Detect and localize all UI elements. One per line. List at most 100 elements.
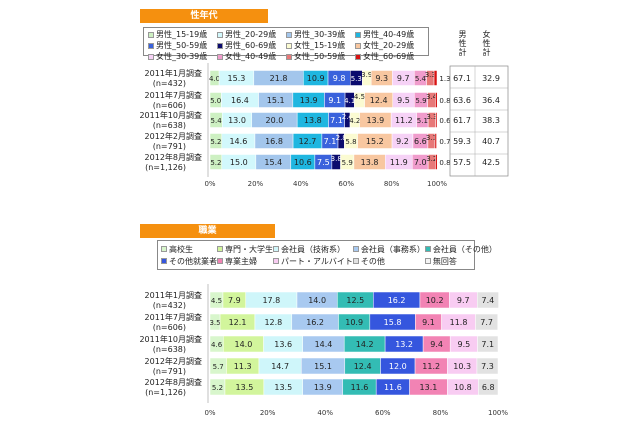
female-total: 32.9: [482, 74, 500, 83]
bar-segment: [412, 133, 429, 149]
legend-label: 男性_15-19歳: [156, 30, 208, 39]
sample-size-label: (n=432): [153, 301, 186, 310]
bar-segment: [209, 92, 222, 108]
data-label: 11.9: [390, 158, 408, 167]
x-tick-label: 60%: [338, 180, 354, 188]
bar-segment: [375, 378, 410, 396]
bar-segment: [344, 112, 351, 128]
data-label: 10.8: [454, 383, 472, 392]
bar-segment: [303, 70, 329, 86]
bar-segment: [263, 335, 303, 353]
data-label: 20.0: [266, 116, 284, 125]
data-label: 5.0: [210, 97, 221, 105]
bar-segment: [384, 335, 424, 353]
data-label: 7.1: [324, 137, 337, 146]
legend-label: 会社員（その他）: [432, 244, 497, 254]
data-label: 16.2: [388, 296, 406, 305]
female-total: 40.7: [482, 137, 500, 146]
data-label: 12.8: [264, 318, 282, 327]
male-total: 59.3: [453, 137, 471, 146]
bar-segment: [209, 154, 223, 170]
legend-swatch: [352, 258, 359, 264]
bar-segment: [447, 378, 479, 396]
bar-segment: [342, 378, 377, 396]
bar-segment: [218, 70, 255, 86]
data-label: 6.8: [482, 383, 495, 392]
legend-swatch: [352, 246, 359, 252]
data-label: 13.5: [274, 383, 292, 392]
data-label: 4.1: [344, 97, 355, 105]
data-label: 15.1: [267, 96, 285, 105]
bar-segment: [314, 154, 333, 170]
legend-item: 男性_15-19歳: [148, 29, 217, 40]
bar-segment: [354, 92, 365, 108]
legend-item: 女性_60-69歳: [355, 51, 424, 62]
data-label: 10.2: [426, 296, 444, 305]
bar-segment: [343, 335, 386, 353]
legend-label: 女性_20-29歳: [363, 41, 415, 50]
female-total: 42.5: [482, 158, 500, 167]
x-tick-label: 20%: [260, 409, 276, 417]
bar-segment: [222, 335, 264, 353]
data-label: 11.6: [351, 383, 369, 392]
bar-segment: [209, 313, 221, 331]
legend-item: 男性_20-29歳: [217, 29, 286, 40]
bar-segment: [301, 357, 346, 375]
bar-segment: [434, 133, 437, 149]
bar-segment: [337, 133, 345, 149]
data-label: 3.3: [425, 71, 436, 79]
data-label: 0.8: [439, 97, 450, 105]
bar-segment: [435, 112, 438, 128]
bar-segment: [426, 70, 435, 86]
data-label: 5.4: [211, 117, 223, 125]
data-label: 2.4: [342, 113, 354, 121]
legend-item: 無回答: [424, 255, 497, 267]
bar-segment: [392, 70, 415, 86]
bar-segment: [477, 335, 499, 353]
data-label: 9.3: [375, 74, 388, 83]
data-label: 12.4: [354, 362, 372, 371]
bar-segment: [292, 133, 323, 149]
data-label: 9.2: [396, 137, 409, 146]
data-label: 7.1: [481, 340, 494, 349]
data-label: 11.3: [234, 362, 252, 371]
data-label: 12.4: [370, 96, 388, 105]
data-label: 10.9: [345, 318, 363, 327]
bar-segment: [412, 154, 429, 170]
bar-segment: [449, 335, 478, 353]
bar-segment: [477, 291, 499, 309]
female-total-header: 女性計: [482, 30, 491, 57]
legend-label: パート・アルバイト: [281, 256, 353, 266]
legend-swatch: [161, 258, 167, 264]
legend-label: 女性_30-39歳: [156, 52, 208, 61]
data-label: 3.9: [361, 71, 372, 79]
data-label: 9.5: [458, 340, 471, 349]
bar-segment: [327, 70, 351, 86]
sample-size-label: (n=432): [153, 79, 186, 88]
bar-segment: [441, 313, 476, 331]
legend-swatch: [217, 42, 223, 49]
bar-segment: [373, 291, 421, 309]
legend-swatch: [355, 31, 361, 38]
sample-size-label: (n=606): [153, 101, 186, 110]
legend-label: 女性_15-19歳: [294, 41, 346, 50]
data-label: 3.1: [426, 134, 437, 142]
data-label: 1.3: [439, 75, 450, 83]
bar-segment: [321, 133, 339, 149]
male-total: 63.6: [453, 96, 471, 105]
chart1-legend: 男性_15-19歳 男性_20-29歳 男性_30-39歳 男性_40-49歳 男性_5…: [143, 27, 429, 61]
data-label: 0.8: [439, 159, 450, 167]
data-label: 11.8: [450, 318, 468, 327]
data-label: 13.5: [236, 383, 254, 392]
bar-segment: [219, 313, 256, 331]
legend-item: 専門・大学生: [217, 243, 273, 255]
data-label: 9.1: [328, 96, 341, 105]
legend-item: 男性_60-69歳: [217, 40, 286, 51]
data-label: 4.6: [211, 341, 223, 349]
bar-segment: [296, 291, 338, 309]
category-label: 2011年1月調査: [145, 68, 202, 78]
bar-segment: [435, 154, 438, 170]
x-tick-label: 20%: [248, 180, 264, 188]
legend-swatch: [355, 53, 361, 60]
